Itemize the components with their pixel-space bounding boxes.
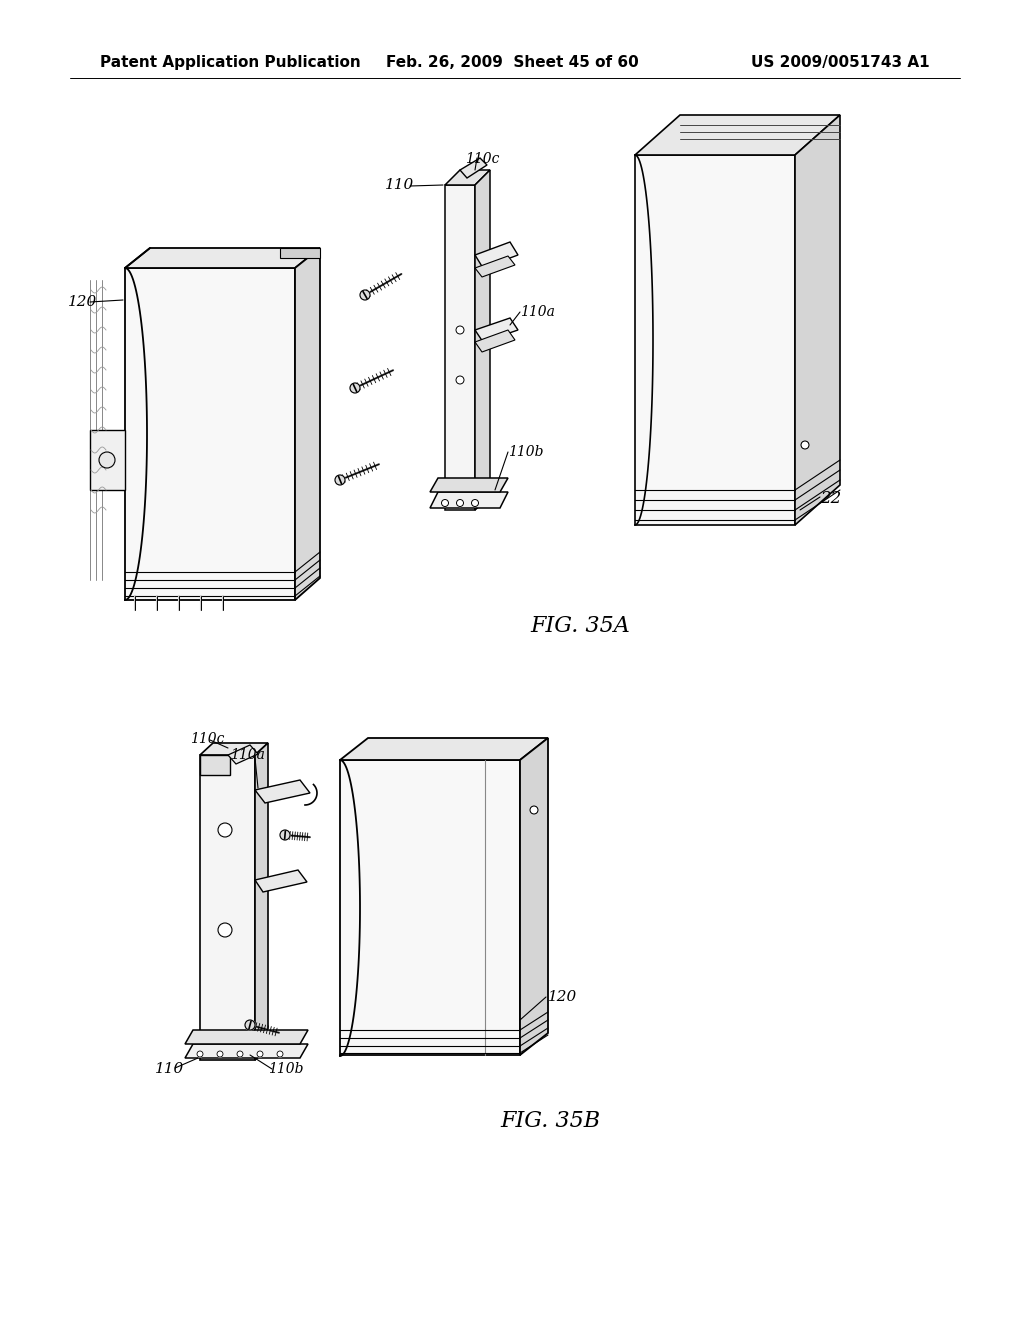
Polygon shape	[475, 242, 518, 268]
Polygon shape	[200, 743, 268, 755]
Polygon shape	[635, 115, 840, 154]
Polygon shape	[340, 760, 520, 1055]
Circle shape	[218, 923, 232, 937]
Polygon shape	[125, 248, 319, 268]
Polygon shape	[228, 744, 258, 764]
Polygon shape	[475, 330, 515, 352]
Text: Patent Application Publication: Patent Application Publication	[100, 55, 360, 70]
Polygon shape	[90, 430, 125, 490]
Text: FIG. 35A: FIG. 35A	[530, 615, 630, 638]
Polygon shape	[340, 738, 548, 760]
Circle shape	[217, 1051, 223, 1057]
Circle shape	[360, 290, 370, 300]
Circle shape	[801, 441, 809, 449]
Circle shape	[280, 830, 290, 840]
Circle shape	[456, 326, 464, 334]
Text: 110b: 110b	[268, 1063, 303, 1076]
Polygon shape	[475, 170, 490, 510]
Circle shape	[99, 451, 115, 469]
Polygon shape	[475, 256, 515, 277]
Text: 110a: 110a	[230, 748, 265, 762]
Polygon shape	[445, 170, 490, 185]
Circle shape	[245, 1020, 255, 1030]
Polygon shape	[475, 318, 518, 342]
Polygon shape	[200, 755, 230, 775]
Polygon shape	[280, 248, 319, 257]
Circle shape	[457, 499, 464, 507]
Polygon shape	[255, 743, 268, 1060]
Polygon shape	[430, 492, 508, 508]
Circle shape	[471, 499, 478, 507]
Text: 110c: 110c	[465, 152, 500, 166]
Polygon shape	[430, 478, 508, 492]
Polygon shape	[255, 870, 307, 892]
Text: 110: 110	[385, 178, 415, 191]
Circle shape	[335, 475, 345, 484]
Circle shape	[350, 383, 360, 393]
Text: 110a: 110a	[520, 305, 555, 319]
Circle shape	[197, 1051, 203, 1057]
Polygon shape	[445, 185, 475, 510]
Polygon shape	[520, 738, 548, 1055]
Text: 110c: 110c	[190, 733, 224, 746]
Text: 110: 110	[155, 1063, 184, 1076]
Text: FIG. 35B: FIG. 35B	[500, 1110, 600, 1133]
Polygon shape	[255, 780, 310, 803]
Polygon shape	[185, 1030, 308, 1044]
Polygon shape	[185, 1044, 308, 1059]
Polygon shape	[125, 268, 295, 601]
Polygon shape	[635, 154, 795, 525]
Circle shape	[278, 1051, 283, 1057]
Text: Feb. 26, 2009  Sheet 45 of 60: Feb. 26, 2009 Sheet 45 of 60	[386, 55, 638, 70]
Text: US 2009/0051743 A1: US 2009/0051743 A1	[752, 55, 930, 70]
Text: 120: 120	[68, 294, 97, 309]
Circle shape	[237, 1051, 243, 1057]
Circle shape	[218, 822, 232, 837]
Text: 120: 120	[548, 990, 578, 1005]
Polygon shape	[795, 115, 840, 525]
Polygon shape	[460, 158, 487, 178]
Circle shape	[530, 807, 538, 814]
Circle shape	[257, 1051, 263, 1057]
Polygon shape	[200, 755, 255, 1060]
Circle shape	[441, 499, 449, 507]
Circle shape	[456, 376, 464, 384]
Text: 110b: 110b	[508, 445, 544, 459]
Text: 22: 22	[820, 490, 842, 507]
Polygon shape	[295, 248, 319, 601]
